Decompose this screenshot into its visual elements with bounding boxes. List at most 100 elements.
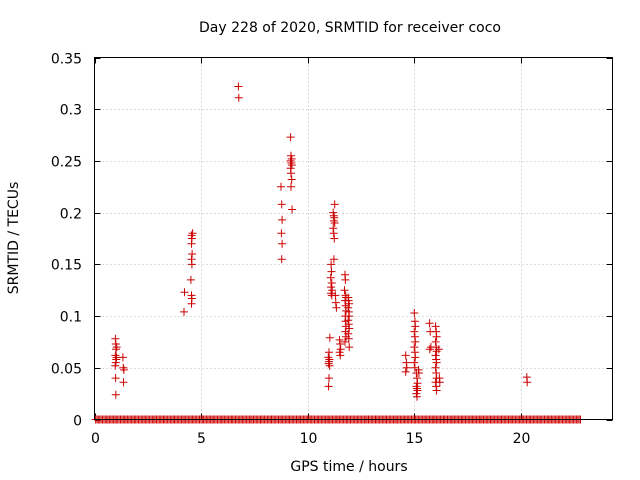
data-point [287,169,295,178]
y-tick-label: 0.1 [60,310,82,326]
data-point [180,307,188,316]
data-point [118,353,127,362]
data-point [411,322,420,331]
y-tick-label: 0 [73,414,82,430]
data-point [288,205,297,214]
y-tick-label: 0.05 [51,362,82,378]
data-point [434,345,443,354]
axis-ticks [94,57,613,421]
data-point [329,216,338,225]
data-point [325,348,333,357]
data-point [287,182,295,191]
data-point [278,239,287,248]
data-point [324,382,333,391]
x-tick-label: 20 [513,431,531,447]
data-point [410,358,419,367]
data-point [327,289,336,298]
data-point [277,200,286,209]
data-point [412,382,421,391]
data-point [345,343,354,352]
data-point [112,343,121,352]
data-point [111,351,120,360]
data-point [344,329,353,338]
data-point [119,365,128,374]
data-point [180,288,189,297]
data-point [432,347,441,356]
x-tick-label: 0 [91,431,100,447]
data-point [119,378,128,387]
data-point [336,340,345,348]
data-point [287,159,296,167]
data-point [410,363,419,372]
y-tick-label: 0.15 [51,258,82,274]
chart-title: Day 228 of 2020, SRMTID for receiver coc… [199,20,501,36]
data-point [435,378,444,387]
data-point [287,175,296,184]
data-point [188,229,197,238]
data-point [402,363,411,372]
data-point [111,374,120,383]
data-point [410,309,419,317]
data-point [325,333,334,342]
y-tick-label: 0.3 [60,103,82,119]
data-point [325,374,333,383]
data-point [330,219,339,227]
data-point [286,133,295,142]
data-point [327,267,336,276]
data-point [410,343,419,352]
data-point [277,182,285,191]
data-point [413,392,421,401]
tick-labels: 0 0.05 0.1 0.15 0.2 0.25 0.3 0.35 0 5 10 15 20 [51,52,531,448]
data-point [345,312,354,321]
data-point [329,229,338,238]
data-point [414,369,423,377]
data-point [277,255,286,264]
data-point [332,303,341,312]
data-point [187,299,196,308]
plot-frame [94,57,613,420]
y-axis-label: SRMTID / TECUs [6,182,22,295]
data-point [327,260,336,269]
data-point [344,303,353,312]
data-point [341,275,350,284]
data-point [432,332,441,341]
data-point [401,367,410,376]
data-point [344,316,353,325]
data-point [326,273,335,282]
data-point [401,351,410,360]
data-point [331,298,340,307]
data-point [111,390,120,399]
data-point [411,353,420,362]
data-point [119,363,128,372]
data-point [431,363,440,372]
data-point [431,322,440,331]
data-point [431,337,440,346]
data-point [340,286,349,295]
data-point [234,82,243,91]
data-point [325,361,334,370]
data-points [91,82,585,424]
data-point [344,334,353,343]
data-point [330,200,339,209]
data-point [187,260,196,269]
y-tick-label: 0.35 [51,52,82,68]
data-point [432,358,441,367]
data-point [425,345,434,354]
data-point [432,386,441,395]
y-tick-label: 0.2 [60,207,82,223]
data-point [330,234,339,243]
data-point [186,275,195,284]
data-point [431,351,440,360]
data-point [324,359,333,368]
x-tick-label: 15 [406,431,424,447]
data-point [410,327,419,336]
data-point [234,93,243,102]
data-point [327,279,336,287]
data-point [112,345,120,354]
grid-lines [94,57,613,420]
data-point [411,337,420,346]
data-point [111,361,120,370]
data-point [277,229,286,238]
data-point [278,215,287,224]
x-tick-label: 5 [197,431,206,447]
